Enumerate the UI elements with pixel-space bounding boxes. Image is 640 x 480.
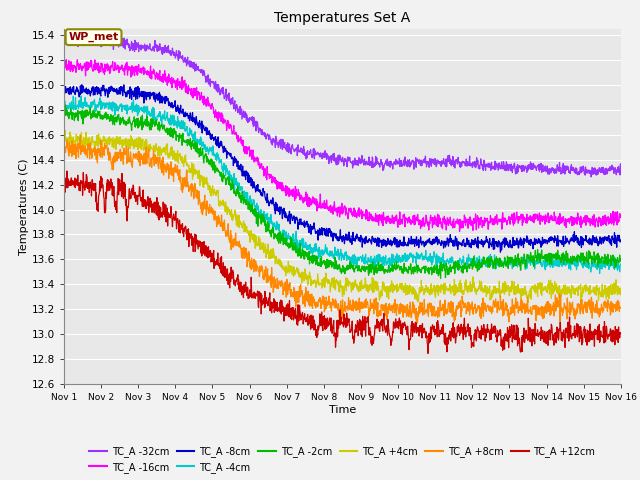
TC_A -2cm — [437, 276, 445, 281]
TC_A -16cm — [456, 228, 463, 234]
TC_A -32cm — [297, 146, 305, 152]
TC_A -32cm — [104, 41, 111, 47]
TC_A -32cm — [126, 45, 134, 51]
Text: WP_met: WP_met — [68, 32, 118, 42]
Line: TC_A +12cm: TC_A +12cm — [64, 171, 621, 353]
TC_A +8cm — [104, 147, 111, 153]
TC_A +8cm — [318, 297, 326, 303]
TC_A -8cm — [104, 90, 111, 96]
TC_A +12cm — [378, 322, 385, 327]
TC_A -2cm — [61, 102, 69, 108]
Title: Temperatures Set A: Temperatures Set A — [275, 11, 410, 25]
TC_A +12cm — [60, 178, 68, 184]
TC_A -2cm — [308, 254, 316, 260]
TC_A +12cm — [318, 318, 326, 324]
TC_A -16cm — [308, 200, 316, 206]
TC_A +4cm — [318, 276, 326, 282]
TC_A +4cm — [308, 281, 316, 287]
TC_A +4cm — [104, 142, 111, 148]
TC_A +12cm — [308, 325, 316, 331]
TC_A -4cm — [297, 241, 305, 247]
TC_A -32cm — [60, 39, 68, 45]
TC_A +12cm — [297, 314, 305, 320]
TC_A -2cm — [126, 119, 134, 125]
TC_A -16cm — [617, 212, 625, 217]
TC_A -2cm — [378, 264, 385, 270]
TC_A +4cm — [617, 292, 625, 298]
TC_A -16cm — [62, 57, 70, 62]
TC_A -16cm — [318, 202, 326, 207]
TC_A -8cm — [617, 237, 625, 243]
TC_A +8cm — [297, 282, 305, 288]
TC_A -8cm — [308, 223, 316, 229]
TC_A -4cm — [77, 93, 85, 99]
TC_A +4cm — [126, 142, 134, 148]
TC_A +4cm — [524, 300, 532, 306]
TC_A -4cm — [617, 261, 625, 267]
TC_A +4cm — [297, 275, 305, 281]
TC_A -16cm — [104, 61, 111, 67]
Line: TC_A +4cm: TC_A +4cm — [64, 131, 621, 303]
TC_A -2cm — [318, 260, 326, 266]
TC_A -32cm — [617, 168, 625, 174]
TC_A +8cm — [126, 159, 134, 165]
TC_A +8cm — [617, 305, 625, 311]
TC_A +8cm — [308, 299, 316, 305]
TC_A -4cm — [308, 246, 316, 252]
TC_A +8cm — [378, 302, 385, 308]
TC_A -8cm — [297, 216, 305, 222]
Line: TC_A -4cm: TC_A -4cm — [64, 96, 621, 274]
TC_A +8cm — [413, 322, 420, 327]
TC_A -4cm — [104, 100, 111, 106]
TC_A +4cm — [61, 128, 69, 133]
TC_A -8cm — [318, 228, 326, 234]
TC_A -32cm — [61, 30, 69, 36]
TC_A +12cm — [104, 177, 111, 183]
X-axis label: Time: Time — [329, 405, 356, 415]
Legend: TC_A -32cm, TC_A -16cm, TC_A -8cm, TC_A -4cm, TC_A -2cm, TC_A +4cm, TC_A +8cm, T: TC_A -32cm, TC_A -16cm, TC_A -8cm, TC_A … — [86, 442, 599, 477]
TC_A -32cm — [308, 155, 316, 160]
TC_A -8cm — [60, 91, 68, 96]
Line: TC_A -8cm: TC_A -8cm — [64, 85, 621, 252]
TC_A -8cm — [497, 249, 504, 255]
TC_A -4cm — [378, 258, 385, 264]
TC_A +12cm — [63, 168, 71, 174]
TC_A -4cm — [60, 101, 68, 107]
TC_A +4cm — [378, 288, 385, 294]
TC_A -2cm — [60, 106, 68, 112]
TC_A -32cm — [318, 156, 326, 162]
TC_A -32cm — [378, 160, 385, 166]
TC_A +4cm — [60, 132, 68, 138]
Line: TC_A -2cm: TC_A -2cm — [64, 105, 621, 278]
Line: TC_A -16cm: TC_A -16cm — [64, 60, 621, 231]
TC_A +8cm — [60, 141, 68, 146]
TC_A -2cm — [617, 258, 625, 264]
TC_A +12cm — [617, 331, 625, 336]
TC_A -4cm — [126, 106, 134, 112]
TC_A -8cm — [378, 238, 385, 243]
TC_A -16cm — [297, 197, 305, 203]
TC_A -16cm — [378, 212, 385, 218]
Y-axis label: Temperatures (C): Temperatures (C) — [19, 158, 29, 255]
TC_A -4cm — [318, 247, 326, 253]
TC_A -8cm — [126, 84, 134, 90]
TC_A -16cm — [126, 64, 134, 70]
TC_A +12cm — [424, 350, 432, 356]
TC_A -16cm — [60, 61, 68, 67]
TC_A +8cm — [77, 132, 84, 138]
Line: TC_A +8cm: TC_A +8cm — [64, 135, 621, 324]
TC_A -32cm — [588, 174, 595, 180]
TC_A +12cm — [126, 196, 134, 202]
TC_A -8cm — [78, 82, 86, 88]
Line: TC_A -32cm: TC_A -32cm — [64, 33, 621, 177]
TC_A -2cm — [104, 116, 111, 121]
TC_A -4cm — [596, 271, 604, 276]
TC_A -2cm — [297, 250, 305, 256]
